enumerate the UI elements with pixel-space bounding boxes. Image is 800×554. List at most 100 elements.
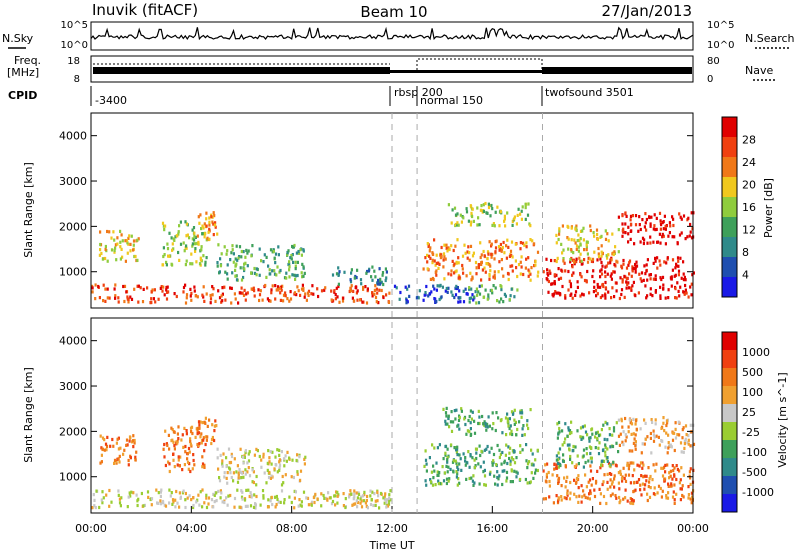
power-cell bbox=[170, 236, 173, 240]
power-cell bbox=[311, 284, 314, 288]
power-cell bbox=[476, 223, 479, 227]
power-cell bbox=[570, 226, 573, 230]
velocity-cell bbox=[475, 456, 478, 461]
power-cell bbox=[476, 293, 479, 297]
power-cell bbox=[502, 300, 505, 304]
power-cell bbox=[679, 215, 682, 219]
power-cell bbox=[624, 231, 627, 235]
velocity-cell bbox=[246, 470, 249, 474]
velocity-cell bbox=[555, 466, 559, 470]
velocity-cell bbox=[490, 446, 493, 450]
velocity-cell bbox=[604, 454, 607, 458]
velocity-cell bbox=[352, 502, 355, 506]
velocity-cell bbox=[348, 495, 351, 499]
velocity-colorbar-frame bbox=[721, 331, 738, 513]
power-cell bbox=[230, 301, 233, 305]
power-cell bbox=[547, 290, 550, 294]
power-cell bbox=[570, 248, 573, 252]
velocity-cell bbox=[663, 477, 666, 481]
power-cell bbox=[246, 251, 249, 255]
power-cell bbox=[689, 222, 692, 227]
velocity-cell bbox=[335, 490, 338, 494]
velocity-cell bbox=[527, 426, 530, 431]
power-cell bbox=[136, 238, 139, 242]
velocity-cell bbox=[536, 448, 539, 452]
velocity-cell bbox=[525, 443, 528, 447]
power-cell bbox=[670, 275, 673, 279]
power-cell bbox=[555, 291, 558, 295]
power-cell bbox=[146, 286, 149, 290]
velocity-cell bbox=[588, 436, 591, 440]
power-cell bbox=[491, 291, 494, 295]
power-cell bbox=[673, 235, 676, 239]
velocity-cell bbox=[631, 474, 634, 478]
power-cell bbox=[493, 273, 496, 278]
power-cell bbox=[455, 284, 458, 288]
velocity-cell bbox=[606, 472, 609, 476]
velocity-cell bbox=[629, 461, 632, 465]
power-cell bbox=[312, 292, 315, 296]
power-cell bbox=[223, 285, 226, 289]
velocity-cell bbox=[498, 455, 501, 460]
power-cell bbox=[517, 263, 521, 267]
power-cell bbox=[278, 286, 282, 290]
power-cell bbox=[559, 292, 562, 296]
power-cell bbox=[477, 266, 480, 270]
power-cell bbox=[589, 224, 592, 228]
velocity-cell bbox=[197, 443, 200, 447]
velocity-cell bbox=[612, 429, 616, 433]
power-cell bbox=[592, 231, 595, 235]
power-cell bbox=[522, 272, 525, 277]
power-cell bbox=[139, 286, 142, 290]
velocity-cell bbox=[222, 452, 225, 456]
velocity-cell bbox=[568, 497, 572, 501]
velocity-cell bbox=[649, 436, 652, 440]
power-cell bbox=[261, 298, 264, 302]
velocity-cell bbox=[680, 450, 683, 454]
power-cell bbox=[218, 270, 221, 274]
velocity-cell bbox=[643, 418, 646, 422]
velocity-cell bbox=[189, 437, 192, 441]
velocity-cell bbox=[464, 422, 467, 427]
velocity-cell bbox=[105, 444, 109, 448]
velocity-cell bbox=[446, 458, 449, 462]
velocity-cell bbox=[499, 452, 502, 456]
velocity-cell bbox=[190, 425, 194, 429]
power-cell bbox=[516, 213, 519, 217]
velocity-cell bbox=[551, 473, 554, 477]
power-cell bbox=[487, 252, 490, 256]
velocity-cell bbox=[431, 443, 434, 447]
colorbar-swatch bbox=[722, 257, 737, 278]
velocity-cell bbox=[283, 501, 286, 505]
power-cell bbox=[583, 258, 586, 262]
y-tick-label: 3000 bbox=[59, 175, 87, 188]
velocity-cell bbox=[597, 452, 601, 456]
power-cell bbox=[306, 291, 310, 295]
velocity-cell bbox=[559, 463, 562, 468]
power-cell bbox=[377, 278, 380, 282]
power-cell bbox=[575, 224, 578, 228]
velocity-cell bbox=[92, 493, 95, 497]
power-cell bbox=[426, 260, 429, 264]
velocity-colorbar-label: Velocity [m s^-1] bbox=[776, 372, 789, 467]
power-cell bbox=[349, 286, 352, 290]
power-cell bbox=[486, 297, 489, 301]
velocity-cell bbox=[436, 446, 439, 450]
velocity-cell bbox=[228, 467, 232, 471]
power-cell bbox=[572, 251, 575, 255]
power-cell bbox=[270, 288, 273, 292]
velocity-cell bbox=[194, 435, 197, 439]
power-cell bbox=[585, 280, 588, 284]
velocity-cell bbox=[692, 442, 696, 446]
velocity-cell bbox=[220, 491, 223, 495]
power-cell bbox=[654, 259, 657, 263]
power-cell bbox=[371, 278, 374, 282]
velocity-cell bbox=[253, 493, 256, 497]
velocity-cell bbox=[542, 469, 545, 473]
power-cell bbox=[615, 281, 618, 285]
colorbar-swatch bbox=[722, 386, 737, 405]
velocity-cell bbox=[665, 419, 669, 423]
power-cell bbox=[385, 276, 388, 280]
power-cell bbox=[291, 253, 294, 257]
cpid-label: CPID bbox=[8, 89, 37, 102]
